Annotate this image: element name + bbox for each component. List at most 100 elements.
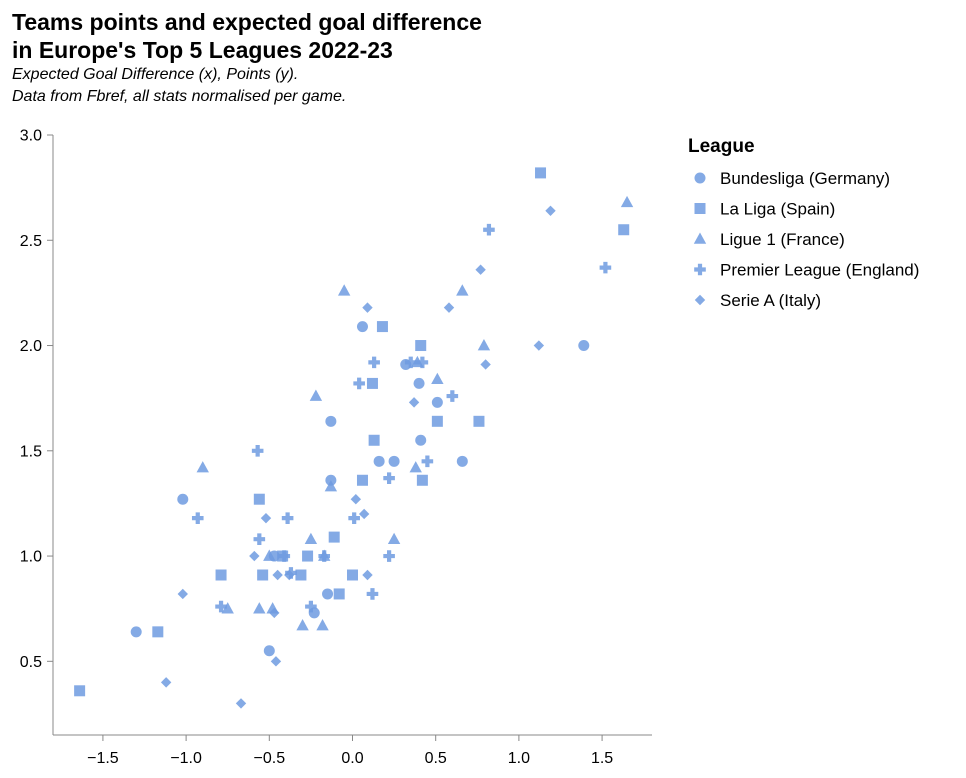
- legend-item: Serie A (Italy): [694, 291, 821, 310]
- data-point-square: [152, 626, 164, 638]
- legend-item: Ligue 1 (France): [693, 230, 845, 249]
- data-point-circle: [388, 455, 400, 467]
- data-point-plus: [599, 261, 612, 274]
- data-point-diamond: [408, 397, 420, 408]
- data-point-plus: [416, 356, 429, 369]
- legend-item: Bundesliga (Germany): [694, 169, 890, 188]
- data-point-triangle: [456, 284, 469, 296]
- data-point-triangle: [253, 602, 266, 614]
- legend-square-icon: [694, 203, 706, 214]
- data-point-diamond: [235, 698, 247, 709]
- data-point-plus: [318, 550, 331, 562]
- series-circle: [130, 321, 590, 657]
- data-point-circle: [413, 377, 425, 389]
- x-tick-label: 0.0: [341, 750, 363, 767]
- x-tick-label: 1.0: [508, 750, 530, 767]
- data-point-plus: [251, 444, 264, 457]
- data-point-plus: [404, 356, 417, 369]
- legend: League Bundesliga (Germany) La Liga (Spain…: [688, 136, 919, 310]
- data-point-square: [431, 415, 443, 427]
- data-point-circle: [325, 415, 337, 427]
- x-axis: −1.5 −1.0 −0.5 0.0 0.5 1.0 1.5: [53, 734, 652, 767]
- data-point-triangle: [324, 480, 338, 492]
- series-diamond: [160, 205, 556, 709]
- y-tick-label: 0.5: [20, 654, 42, 671]
- x-tick-label: −1.0: [170, 750, 202, 767]
- data-point-square: [535, 167, 547, 179]
- data-point-triangle: [309, 389, 323, 401]
- data-point-plus: [215, 600, 227, 613]
- data-point-diamond: [533, 340, 545, 351]
- data-point-plus: [348, 512, 360, 524]
- data-point-circle: [373, 455, 385, 467]
- data-point-square: [74, 685, 86, 697]
- data-point-diamond: [480, 359, 491, 370]
- data-point-square: [416, 474, 428, 486]
- y-tick-label: 2.0: [20, 338, 42, 355]
- data-point-diamond: [284, 569, 295, 581]
- series-square: [74, 167, 630, 697]
- legend-label: Bundesliga (Germany): [720, 169, 890, 188]
- data-point-triangle: [263, 549, 276, 561]
- data-point-diamond: [260, 512, 272, 524]
- y-tick-label: 2.5: [20, 233, 42, 250]
- data-point-square: [473, 415, 485, 427]
- data-point-circle: [456, 455, 468, 467]
- data-point-diamond: [160, 677, 172, 688]
- data-point-circle: [415, 434, 427, 446]
- data-point-plus: [253, 533, 266, 546]
- data-point-square: [253, 493, 265, 505]
- data-point-plus: [446, 390, 459, 402]
- data-point-triangle: [409, 461, 422, 473]
- series-triangle: [196, 195, 634, 631]
- data-point-circle: [130, 626, 142, 638]
- x-tick-label: 1.5: [591, 750, 613, 767]
- legend-diamond-icon: [694, 294, 706, 306]
- data-point-diamond: [269, 607, 280, 619]
- data-point-circle: [578, 340, 590, 352]
- legend-triangle-icon: [693, 232, 707, 244]
- data-point-plus: [305, 600, 317, 613]
- data-point-triangle: [304, 532, 318, 545]
- chart-subtitle-line-2: Data from Fbref, all stats normalised pe…: [12, 88, 347, 105]
- data-point-square: [257, 569, 269, 581]
- data-point-square: [347, 569, 358, 581]
- legend-label: Premier League (England): [720, 261, 919, 280]
- data-point-diamond: [545, 205, 556, 216]
- data-point-plus: [421, 455, 434, 468]
- data-point-plus: [281, 512, 294, 524]
- data-point-plus: [191, 512, 204, 524]
- legend-label: Serie A (Italy): [720, 291, 821, 310]
- x-tick-label: −1.5: [87, 750, 119, 767]
- data-point-diamond: [475, 264, 486, 275]
- legend-item: La Liga (Spain): [694, 200, 835, 219]
- data-point-plus: [383, 550, 395, 562]
- data-point-triangle: [296, 619, 309, 631]
- data-point-square: [618, 224, 630, 236]
- chart-header: Teams points and expected goal differenc…: [12, 8, 482, 108]
- data-point-diamond: [177, 588, 188, 600]
- data-point-plus: [278, 550, 291, 562]
- data-point-triangle: [431, 372, 444, 385]
- data-point-square: [366, 377, 378, 389]
- data-point-square: [215, 569, 227, 581]
- data-point-diamond: [358, 508, 370, 520]
- y-tick-label: 1.5: [20, 443, 42, 460]
- legend-title: League: [688, 136, 755, 157]
- x-tick-label: 0.5: [425, 750, 447, 767]
- data-point-circle: [263, 645, 275, 657]
- data-point-triangle: [196, 461, 209, 473]
- data-point-diamond: [270, 656, 282, 667]
- data-point-diamond: [443, 302, 455, 313]
- data-point-diamond: [350, 494, 362, 505]
- data-point-diamond: [362, 569, 373, 581]
- data-point-diamond: [272, 569, 283, 581]
- data-point-diamond: [249, 550, 260, 562]
- data-point-square: [376, 321, 388, 333]
- legend-circle-icon: [694, 172, 706, 184]
- plot-area: [74, 167, 634, 709]
- data-point-circle: [356, 321, 368, 333]
- data-point-square: [356, 474, 368, 486]
- data-point-triangle: [620, 195, 634, 208]
